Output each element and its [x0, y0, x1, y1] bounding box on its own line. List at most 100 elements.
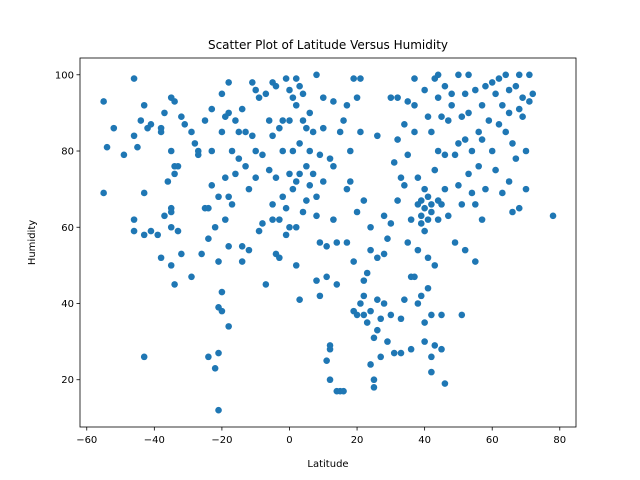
point [232, 117, 239, 124]
point [350, 75, 357, 82]
point [140, 189, 148, 197]
point [221, 216, 229, 223]
point [208, 147, 216, 155]
point [367, 246, 374, 254]
point [505, 178, 513, 185]
point [262, 281, 270, 288]
point [455, 182, 462, 189]
point [167, 223, 175, 231]
point [438, 201, 445, 208]
point [472, 201, 479, 208]
point [468, 147, 476, 155]
point [255, 227, 263, 235]
point [515, 105, 523, 113]
point [360, 311, 368, 319]
point [522, 147, 530, 155]
point [444, 117, 452, 124]
point [296, 140, 303, 147]
point [380, 250, 388, 258]
point [259, 151, 266, 159]
point [225, 323, 232, 330]
point [434, 71, 442, 79]
point [171, 98, 178, 105]
x-axis-label: Latitude [307, 459, 348, 470]
point [360, 292, 368, 300]
point [492, 166, 499, 174]
point [502, 71, 510, 79]
point [181, 121, 189, 128]
point [323, 243, 330, 250]
point [303, 124, 310, 132]
point [154, 231, 162, 239]
point [475, 162, 482, 170]
point [313, 277, 320, 284]
point [367, 223, 374, 231]
point [444, 212, 452, 220]
point [161, 212, 168, 220]
point [167, 147, 175, 155]
point [512, 155, 520, 162]
point [357, 75, 364, 82]
point [441, 380, 449, 387]
point [401, 296, 408, 303]
point [438, 311, 445, 319]
point [225, 79, 232, 86]
point [465, 170, 472, 178]
point [387, 220, 395, 227]
point [428, 353, 435, 361]
point [279, 147, 287, 155]
point [296, 170, 303, 178]
point [130, 132, 138, 140]
point [282, 204, 290, 212]
point [472, 86, 479, 94]
point [438, 113, 445, 121]
point [377, 315, 385, 323]
point [306, 182, 314, 189]
point [326, 376, 334, 384]
point [272, 82, 280, 90]
point [252, 147, 259, 155]
point [319, 178, 327, 185]
x-tick-label: 40 [418, 435, 431, 446]
point [353, 94, 361, 101]
point [350, 258, 357, 265]
point [316, 292, 324, 300]
point [255, 94, 263, 101]
point [174, 227, 182, 235]
point [367, 307, 374, 315]
point [380, 300, 388, 307]
point [377, 353, 385, 361]
point [451, 239, 459, 246]
point [434, 216, 442, 223]
point [407, 216, 415, 223]
point [316, 151, 324, 159]
point [374, 296, 381, 303]
point [343, 239, 351, 246]
point [235, 155, 243, 162]
point [218, 288, 226, 296]
point [130, 227, 138, 235]
point [208, 182, 216, 189]
point [353, 208, 361, 216]
point [357, 300, 364, 307]
point [526, 71, 533, 79]
x-tick-label: 60 [486, 435, 499, 446]
point [167, 262, 175, 269]
point [238, 258, 246, 265]
point [343, 101, 351, 109]
point [323, 273, 330, 281]
point [411, 273, 418, 281]
x-tick-label: −60 [76, 435, 97, 446]
point [269, 201, 276, 208]
point [309, 170, 317, 178]
point [265, 117, 273, 124]
point [509, 140, 516, 147]
point [421, 204, 428, 212]
point [225, 193, 232, 201]
point [360, 277, 368, 284]
point [397, 315, 405, 323]
point [178, 250, 185, 258]
plot-frame [79, 57, 577, 428]
point [201, 117, 209, 124]
point [478, 101, 486, 109]
